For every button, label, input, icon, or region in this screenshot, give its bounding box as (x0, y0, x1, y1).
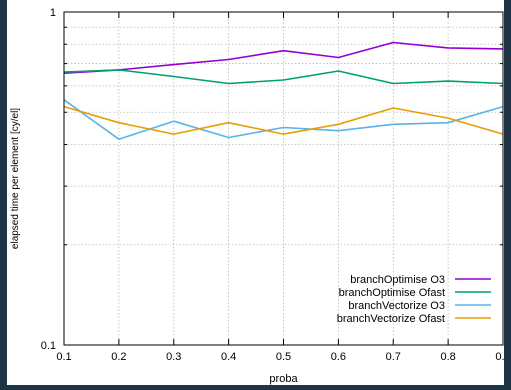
x-tick-label: 0.8 (440, 351, 455, 363)
x-tick-label: 0.5 (276, 351, 291, 363)
series-lines (63, 41, 504, 140)
legend-label: branchOptimise Ofast (339, 287, 445, 299)
x-tick-label: 0.6 (331, 351, 346, 363)
legend-label: branchVectorize O3 (348, 300, 445, 312)
legend-item: branchOptimise Ofast (339, 287, 491, 299)
x-tick-label: 0.7 (386, 351, 401, 363)
series-line-1 (63, 41, 504, 74)
y-tick-label: 0.1 (41, 340, 56, 352)
plot-canvas: 0.1 0.2 0.3 0.4 0.5 0.6 0.7 0.8 0.9 0.1 1 proba el… (7, 0, 511, 385)
series-line-3 (63, 99, 504, 140)
legend-label: branchOptimise O3 (350, 274, 445, 286)
legend-item: branchVectorize O3 (348, 300, 491, 312)
line-chart: 0.1 0.2 0.3 0.4 0.5 0.6 0.7 0.8 0.9 0.1 1 proba el… (10, 7, 511, 385)
x-tick-label: 0.1 (56, 351, 71, 363)
grid (64, 12, 503, 345)
series-line-2 (63, 69, 504, 85)
x-tick-label: 0.3 (166, 351, 181, 363)
x-tick-label: 0.9 (495, 351, 504, 363)
axis-ticks: 0.1 0.2 0.3 0.4 0.5 0.6 0.7 0.8 0.9 0.1 1 (41, 7, 511, 363)
x-axis-label: proba (269, 373, 298, 385)
legend-label: branchVectorize Ofast (337, 313, 445, 325)
legend-item: branchOptimise O3 (350, 274, 491, 286)
series-line-4 (63, 105, 504, 135)
x-tick-label: 0.2 (111, 351, 126, 363)
x-tick-label: 0.4 (221, 351, 236, 363)
y-tick-label: 1 (50, 7, 56, 19)
legend-item: branchVectorize Ofast (337, 313, 491, 325)
y-axis-label: elapsed time per element [cy/el] (10, 108, 21, 249)
